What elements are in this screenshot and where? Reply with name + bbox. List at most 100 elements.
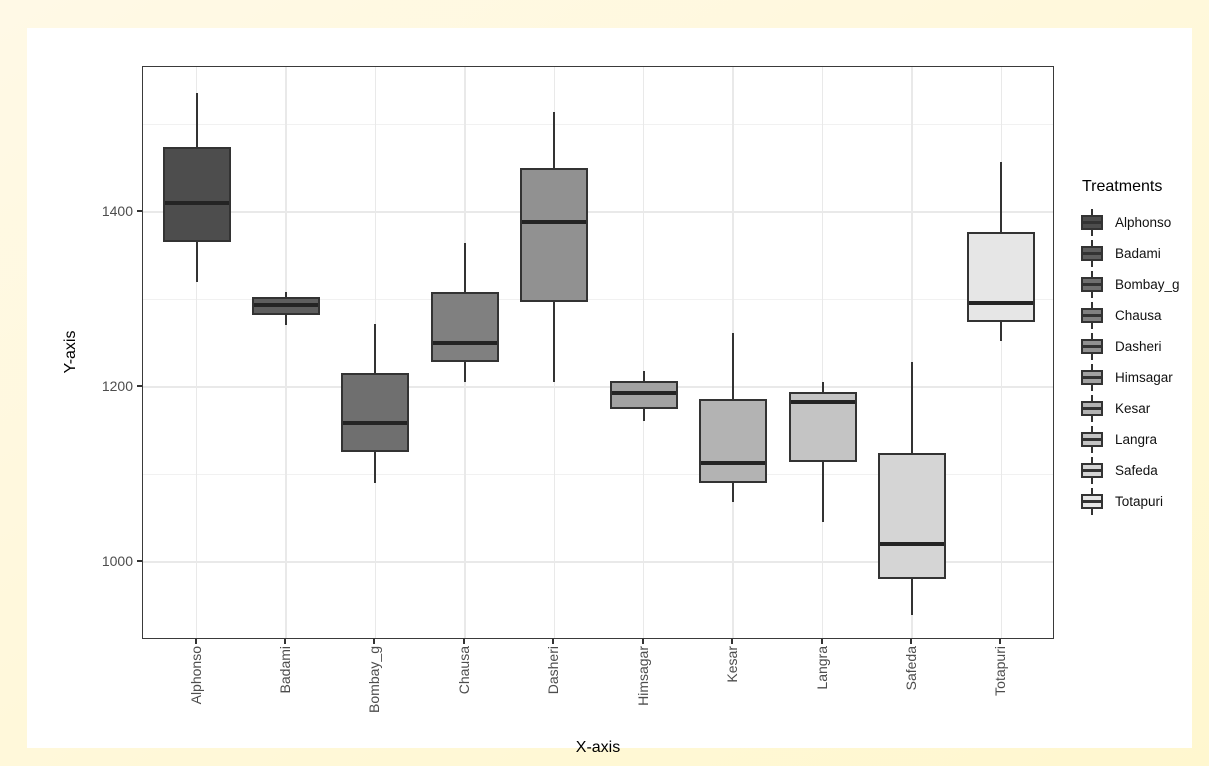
boxplot-box-Safeda xyxy=(877,452,946,579)
legend-key-boxplot-icon xyxy=(1080,333,1104,360)
y-tick-mark-1400 xyxy=(137,210,142,213)
legend-item-label: Kesar xyxy=(1115,401,1151,416)
legend-item-Langra: Langra xyxy=(1080,424,1209,455)
gridline-major-y-1200 xyxy=(143,386,1053,388)
legend-item-Badami: Badami xyxy=(1080,238,1209,269)
legend-item-Dasheri: Dasheri xyxy=(1080,331,1209,362)
y-axis-title: Y-axis xyxy=(62,330,79,374)
boxplot-box-Langra xyxy=(788,392,857,463)
legend-box-glyph xyxy=(1081,246,1103,261)
gridline-minor-y-1100 xyxy=(143,474,1053,476)
boxplot-median-Langra xyxy=(790,400,855,405)
x-tick-mark-Chausa xyxy=(462,639,465,644)
y-tick-label-1400: 1400 xyxy=(101,203,133,220)
legend-rows: Alphonso Badami Bombay_g Chausa Dasheri Himsa… xyxy=(1080,207,1209,517)
boxplot-box-Chausa xyxy=(430,291,499,362)
legend-box-glyph xyxy=(1081,401,1103,416)
legend-item-Bombay_g: Bombay_g xyxy=(1080,269,1209,300)
legend-key-boxplot-icon xyxy=(1080,364,1104,391)
legend-item-Alphonso: Alphonso xyxy=(1080,207,1209,238)
x-tick-mark-Alphonso xyxy=(194,639,197,644)
legend-median-line xyxy=(1083,500,1101,503)
legend-item-Himsagar: Himsagar xyxy=(1080,362,1209,393)
legend-box-glyph xyxy=(1081,277,1103,292)
legend-median-line xyxy=(1083,469,1101,472)
gridline-major-x-Himsagar xyxy=(642,67,645,638)
legend-box-glyph xyxy=(1081,215,1103,230)
y-tick-mark-1200 xyxy=(137,385,142,388)
y-tick-label-1000: 1000 xyxy=(101,553,133,570)
x-tick-label-Chausa: Chausa xyxy=(455,646,472,695)
boxplot-median-Alphonso xyxy=(164,200,229,205)
x-tick-label-Safeda: Safeda xyxy=(902,646,919,691)
boxplot-median-Bombay_g xyxy=(343,421,408,426)
legend-median-line xyxy=(1083,252,1101,255)
legend-title: Treatments xyxy=(1082,178,1163,195)
legend-item-label: Alphonso xyxy=(1115,215,1172,230)
x-tick-mark-Badami xyxy=(284,639,287,644)
legend-key-boxplot-icon xyxy=(1080,302,1104,329)
gridline-major-y-1000 xyxy=(143,561,1053,563)
gridline-major-x-Badami xyxy=(285,67,287,638)
legend-key-boxplot-icon xyxy=(1080,209,1104,236)
legend-item-Kesar: Kesar xyxy=(1080,393,1209,424)
legend-item-label: Totapuri xyxy=(1115,494,1164,509)
legend-median-line xyxy=(1083,345,1101,348)
x-tick-label-Alphonso: Alphonso xyxy=(187,646,204,705)
x-tick-label-Badami: Badami xyxy=(277,646,294,694)
gridline-minor-y-1500 xyxy=(143,124,1053,126)
boxplot-box-Kesar xyxy=(699,399,768,483)
y-tick-mark-1000 xyxy=(137,560,142,563)
x-tick-mark-Bombay_g xyxy=(373,639,376,644)
boxplot-median-Safeda xyxy=(879,541,944,546)
x-tick-label-Dasheri: Dasheri xyxy=(545,646,562,695)
boxplot-box-Bombay_g xyxy=(341,373,410,452)
legend-box-glyph xyxy=(1081,463,1103,478)
x-tick-mark-Langra xyxy=(820,639,823,644)
legend-median-line xyxy=(1083,438,1101,441)
legend-key-boxplot-icon xyxy=(1080,457,1104,484)
gridline-major-x-Safeda xyxy=(911,67,913,638)
legend-item-label: Himsagar xyxy=(1115,370,1173,385)
y-tick-label-1200: 1200 xyxy=(101,378,133,395)
boxplot-median-Himsagar xyxy=(611,391,676,396)
legend-key-boxplot-icon xyxy=(1080,395,1104,422)
legend-box-glyph xyxy=(1081,494,1103,509)
legend-median-line xyxy=(1083,314,1101,317)
x-tick-label-Totapuri: Totapuri xyxy=(992,646,1009,696)
x-tick-mark-Dasheri xyxy=(552,639,555,644)
legend-box-glyph xyxy=(1081,308,1103,323)
x-tick-label-Kesar: Kesar xyxy=(724,646,741,683)
legend-item-Totapuri: Totapuri xyxy=(1080,486,1209,517)
boxplot-box-Alphonso xyxy=(162,147,231,242)
x-tick-mark-Totapuri xyxy=(999,639,1002,644)
legend-median-line xyxy=(1083,221,1101,224)
x-tick-mark-Kesar xyxy=(731,639,734,644)
legend-item-label: Langra xyxy=(1115,432,1158,447)
gridline-major-x-Alphonso xyxy=(195,67,198,638)
legend-median-line xyxy=(1083,407,1101,410)
x-tick-mark-Safeda xyxy=(909,639,912,644)
plot-panel xyxy=(142,66,1054,639)
legend-median-line xyxy=(1083,283,1101,286)
x-tick-mark-Himsagar xyxy=(641,639,644,644)
legend: Treatments Alphonso Badami Bombay_g Chausa D… xyxy=(1080,178,1209,517)
boxplot-median-Kesar xyxy=(701,461,766,466)
legend-box-glyph xyxy=(1081,432,1103,447)
legend-item-label: Dasheri xyxy=(1115,339,1162,354)
gridline-minor-y-1300 xyxy=(143,299,1053,301)
boxplot-median-Totapuri xyxy=(969,301,1034,306)
boxplot-box-Dasheri xyxy=(520,167,589,303)
legend-key-boxplot-icon xyxy=(1080,240,1104,267)
boxplot-box-Himsagar xyxy=(609,381,678,410)
gridline-major-x-Langra xyxy=(821,67,824,638)
gridline-major-y-1400 xyxy=(143,211,1053,213)
boxplot-median-Badami xyxy=(254,302,319,307)
x-tick-label-Himsagar: Himsagar xyxy=(634,646,651,706)
legend-item-label: Chausa xyxy=(1115,308,1162,323)
gridline-major-x-Totapuri xyxy=(1000,67,1003,638)
legend-box-glyph xyxy=(1081,339,1103,354)
legend-item-label: Safeda xyxy=(1115,463,1158,478)
legend-box-glyph xyxy=(1081,370,1103,385)
